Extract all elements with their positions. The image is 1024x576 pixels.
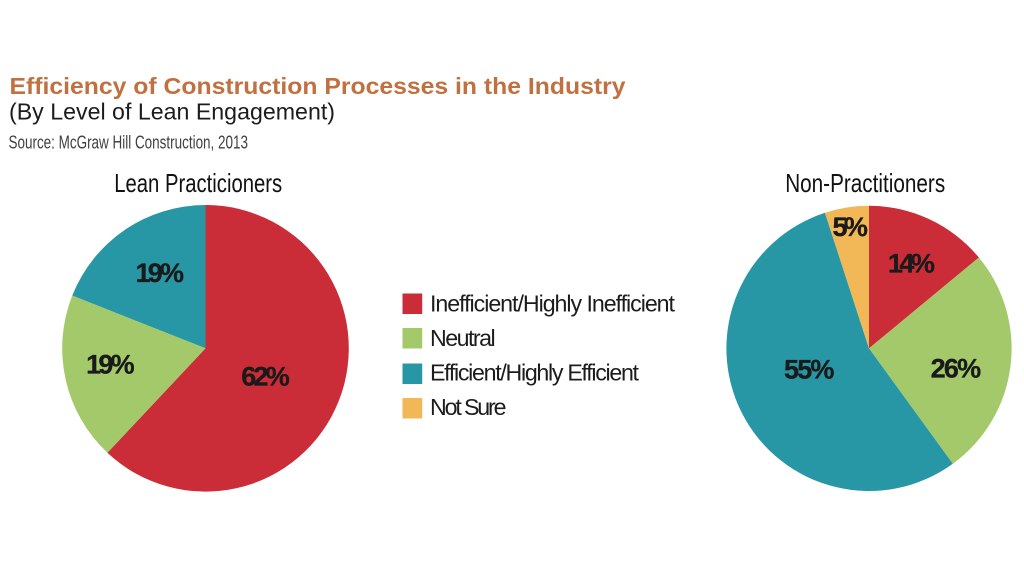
svg-text:5%: 5% (832, 212, 868, 242)
svg-text:14%: 14% (888, 249, 935, 279)
svg-text:55%: 55% (784, 355, 835, 385)
svg-text:Efficiency of Construction Pro: Efficiency of Construction Processes in … (10, 73, 626, 99)
svg-text:Neutral: Neutral (430, 325, 496, 351)
svg-text:19%: 19% (86, 350, 134, 380)
svg-text:(By Level of Lean Engagement): (By Level of Lean Engagement) (9, 98, 335, 124)
svg-text:Not Sure: Not Sure (430, 394, 507, 420)
svg-text:Non-Practitioners: Non-Practitioners (785, 170, 945, 198)
svg-text:19%: 19% (136, 258, 185, 288)
svg-text:Lean Practicioners: Lean Practicioners (114, 170, 282, 198)
svg-text:62%: 62% (241, 362, 290, 392)
svg-text:26%: 26% (931, 354, 982, 384)
svg-text:Efficient/Highly Efficient: Efficient/Highly Efficient (430, 360, 640, 386)
svg-text:Source: McGraw Hill Constructi: Source: McGraw Hill Construction, 2013 (9, 132, 248, 153)
svg-text:Inefficient/Highly Inefficient: Inefficient/Highly Inefficient (430, 291, 676, 317)
